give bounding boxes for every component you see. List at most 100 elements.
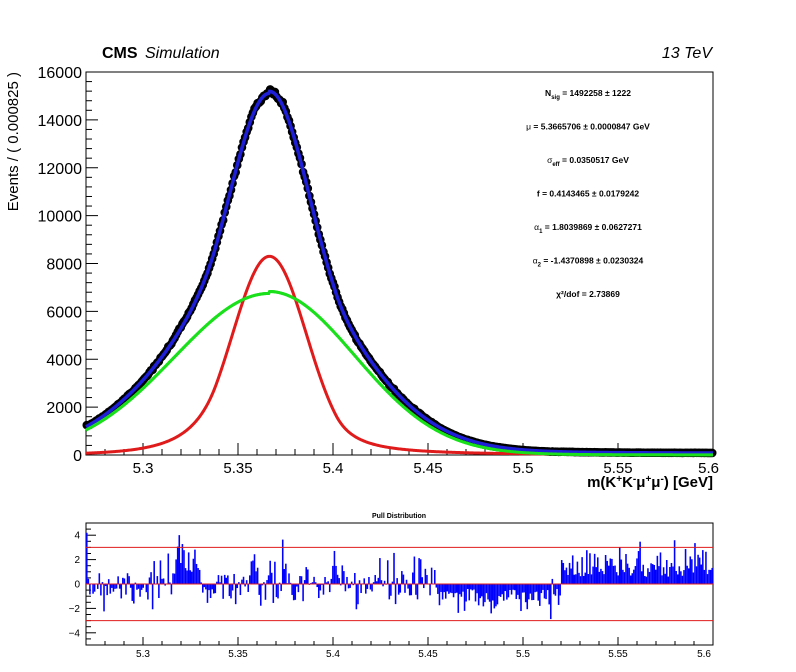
pull-bar [455,584,458,593]
pull-bar [479,584,482,599]
pull-bar [618,547,621,584]
x-label-part: - [660,474,663,485]
pull-bar [576,561,579,584]
y-tick-label: 8000 [46,257,82,274]
pull-bar [352,584,355,586]
pull-bar [173,573,176,584]
pull-bar [131,584,134,601]
pull-bar [667,576,670,584]
pull-bar [579,576,582,584]
pull-bar [695,566,698,584]
pull-bar [145,584,148,593]
gaussian-component-curve [85,289,713,457]
pull-bar [517,584,519,595]
pull-bar [125,584,127,595]
pull-bar [242,576,245,584]
pull-bar [512,584,514,590]
pull-bar [661,575,663,584]
pull-bar [205,584,207,590]
y-tick-label: 6000 [46,304,82,321]
pull-bar [339,584,342,586]
pull-bar [230,584,232,599]
pull-bar [277,584,279,599]
pull-x-tick-label: 5.3 [136,649,150,660]
pull-bar [499,584,502,597]
pull-bar [187,552,190,584]
y-axis-label: Events / ( 0.000825 ) [5,72,22,211]
pull-bar [615,572,618,584]
pull-bar [209,584,212,599]
pull-bar [379,558,381,584]
pull-bar [412,572,414,584]
pull-bar [98,573,101,584]
pull-bar [354,573,356,584]
pull-bar [419,559,422,584]
pull-bar [647,568,649,584]
pull-bar [261,584,264,586]
total-fit-curve [85,89,713,455]
fit-result-line: χ²/dof = 2.73869 [556,289,620,299]
pull-bar [408,584,411,596]
pull-bar [300,576,303,584]
pull-bar [595,567,598,584]
pull-bar [150,572,152,584]
pull-bar [564,570,566,584]
pull-bar [457,584,460,613]
pull-bar [495,584,497,607]
pull-bar [639,541,641,584]
pull-bar [535,584,538,592]
pull-bar [429,584,431,596]
pull-bar [96,584,99,589]
pull-bar [259,584,262,606]
pull-bar [709,569,712,584]
pull-bar [462,584,464,592]
pull-bar [711,567,713,584]
pull-bar [390,584,392,596]
energy-label: 13 TeV [662,45,713,62]
pull-bar [559,584,561,596]
pull-bar [477,584,480,606]
pull-x-tick-label: 5.6 [697,649,711,660]
pull-x-tick-label: 5.55 [608,649,628,660]
pull-bar [625,554,627,584]
pull-bar [164,584,166,586]
x-tick-label: 5.45 [413,460,442,477]
pull-bar [272,584,275,603]
x-label-part: K [622,474,633,491]
pull-bar [343,571,345,584]
pull-bar [200,582,202,584]
pull-bar [234,584,237,605]
pull-bar [463,584,466,611]
pull-bar [435,584,438,588]
pull-bar [640,571,643,584]
fit-result-line: μ = 5.3665706 ± 0.0000847 GeV [526,122,650,132]
pull-bar [382,584,384,587]
pull-bar [687,568,690,584]
pull-bar [684,549,687,584]
pull-x-tick-label: 5.4 [326,649,340,660]
pull-bar [534,584,536,593]
pull-bar [567,574,569,584]
pull-bar [369,584,372,590]
pull-bar [683,570,685,584]
pull-bar [518,584,521,600]
pull-bar [360,584,362,594]
pull-bar [357,584,359,605]
pull-bar [604,555,607,584]
pull-bar [662,567,665,584]
pull-bar [556,584,558,590]
pull-x-tick-label: 5.45 [418,649,438,660]
fit-param-symbol: α [533,256,538,266]
pull-bar [338,578,340,584]
pull-bar [186,570,188,584]
cms-label: CMS [102,45,138,62]
pull-bar [192,558,195,584]
pull-bar [120,584,123,599]
pull-bar [202,584,204,593]
pull-bar [404,584,406,593]
pull-bar [562,562,565,584]
fit-param-subscript: eff [552,162,560,168]
pull-bar [274,561,276,584]
pull-bar [307,569,309,584]
